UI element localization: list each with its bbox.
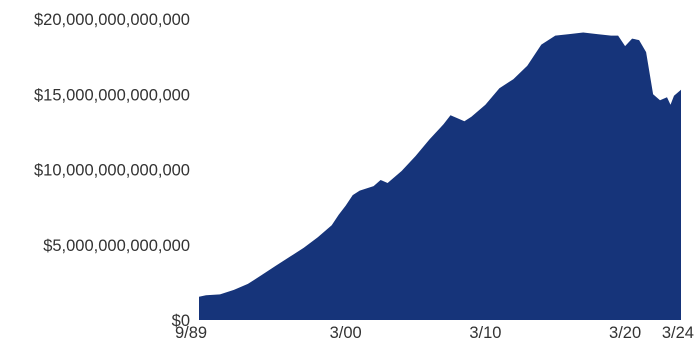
y-tick-label: $5,000,000,000,000 [43,237,190,255]
y-tick-label: $20,000,000,000,000 [34,11,190,29]
x-tick-label: 3/00 [330,324,362,342]
x-tick-label: 3/20 [609,324,641,342]
x-tick-label: 9/89 [175,324,207,342]
y-axis-labels: $0 $5,000,000,000,000 $10,000,000,000,000 $… [34,11,190,330]
x-tick-label: 3/24 [662,324,694,342]
y-tick-label: $10,000,000,000,000 [34,162,190,180]
plot-area [199,32,681,320]
x-tick-label: 3/10 [469,324,501,342]
x-axis-labels: 9/89 3/00 3/10 3/20 3/24 [175,324,694,342]
y-tick-label: $15,000,000,000,000 [34,86,190,104]
y-tick-label: $0 [172,312,190,330]
area-series [199,32,681,320]
